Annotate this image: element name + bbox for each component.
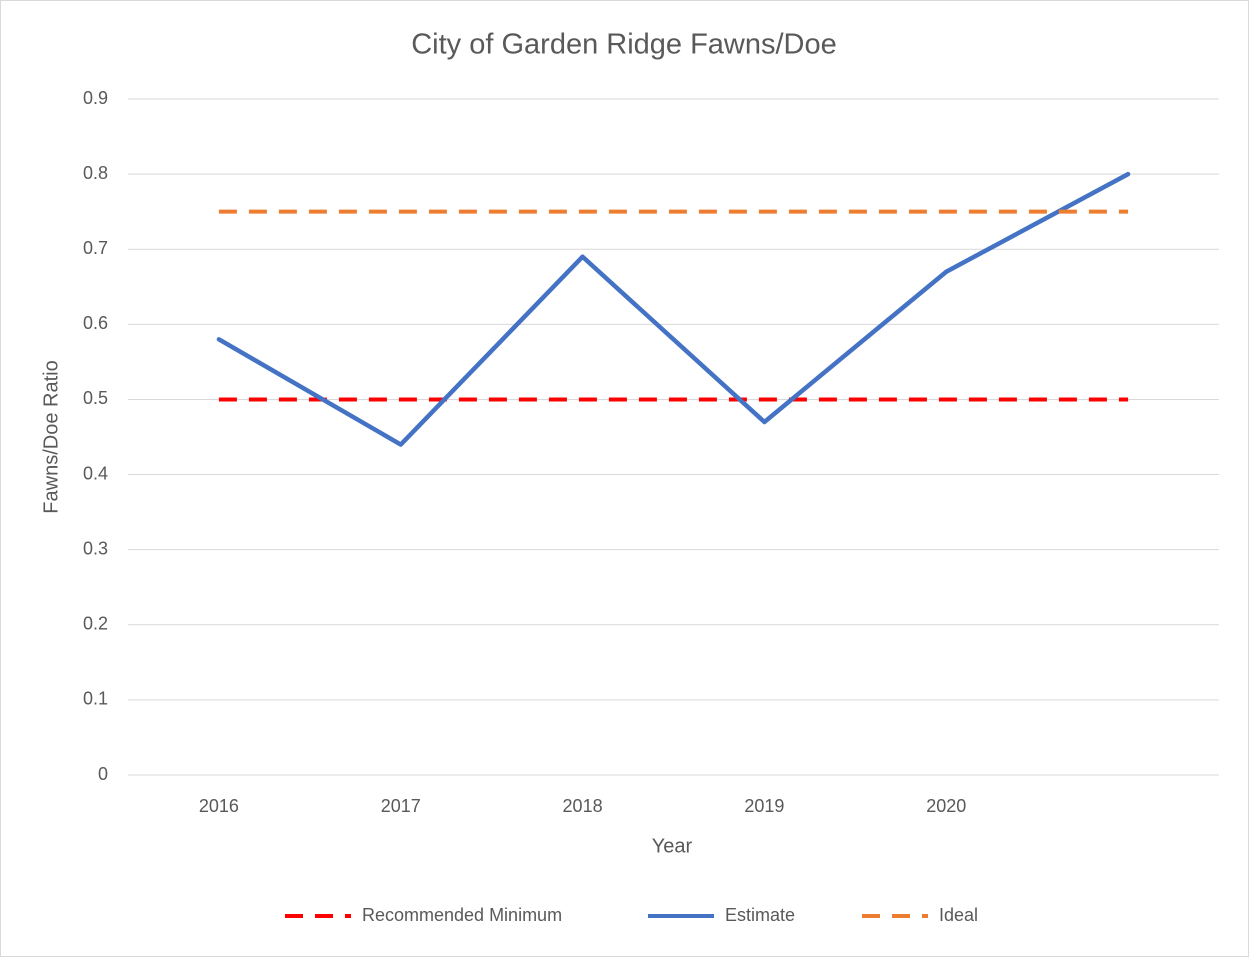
- x-tick-label: 2016: [199, 796, 239, 816]
- y-tick-label: 0.7: [83, 238, 108, 258]
- legend-label: Recommended Minimum: [362, 905, 562, 925]
- data-line: [216, 171, 1131, 447]
- x-tick-label: 2020: [926, 796, 966, 816]
- y-tick-label: 0: [98, 764, 108, 784]
- y-tick-label: 0.2: [83, 614, 108, 634]
- x-tick-label: 2019: [744, 796, 784, 816]
- y-tick-label: 0.6: [83, 313, 108, 333]
- y-tick-label: 0.8: [83, 163, 108, 183]
- x-tick-label: 2018: [563, 796, 603, 816]
- y-tick-label: 0.3: [83, 538, 108, 558]
- x-axis-title: Year: [652, 835, 693, 857]
- y-tick-label: 0.9: [83, 88, 108, 108]
- x-tick-label: 2017: [381, 796, 421, 816]
- y-tick-label: 0.4: [83, 463, 108, 483]
- y-tick-label: 0.5: [83, 388, 108, 408]
- y-axis-title: Fawns/Doe Ratio: [40, 360, 62, 513]
- y-tick-label: 0.1: [83, 689, 108, 709]
- legend-label: Ideal: [939, 905, 978, 925]
- chart-title: City of Garden Ridge Fawns/Doe: [411, 29, 837, 61]
- legend-label: Estimate: [725, 905, 795, 925]
